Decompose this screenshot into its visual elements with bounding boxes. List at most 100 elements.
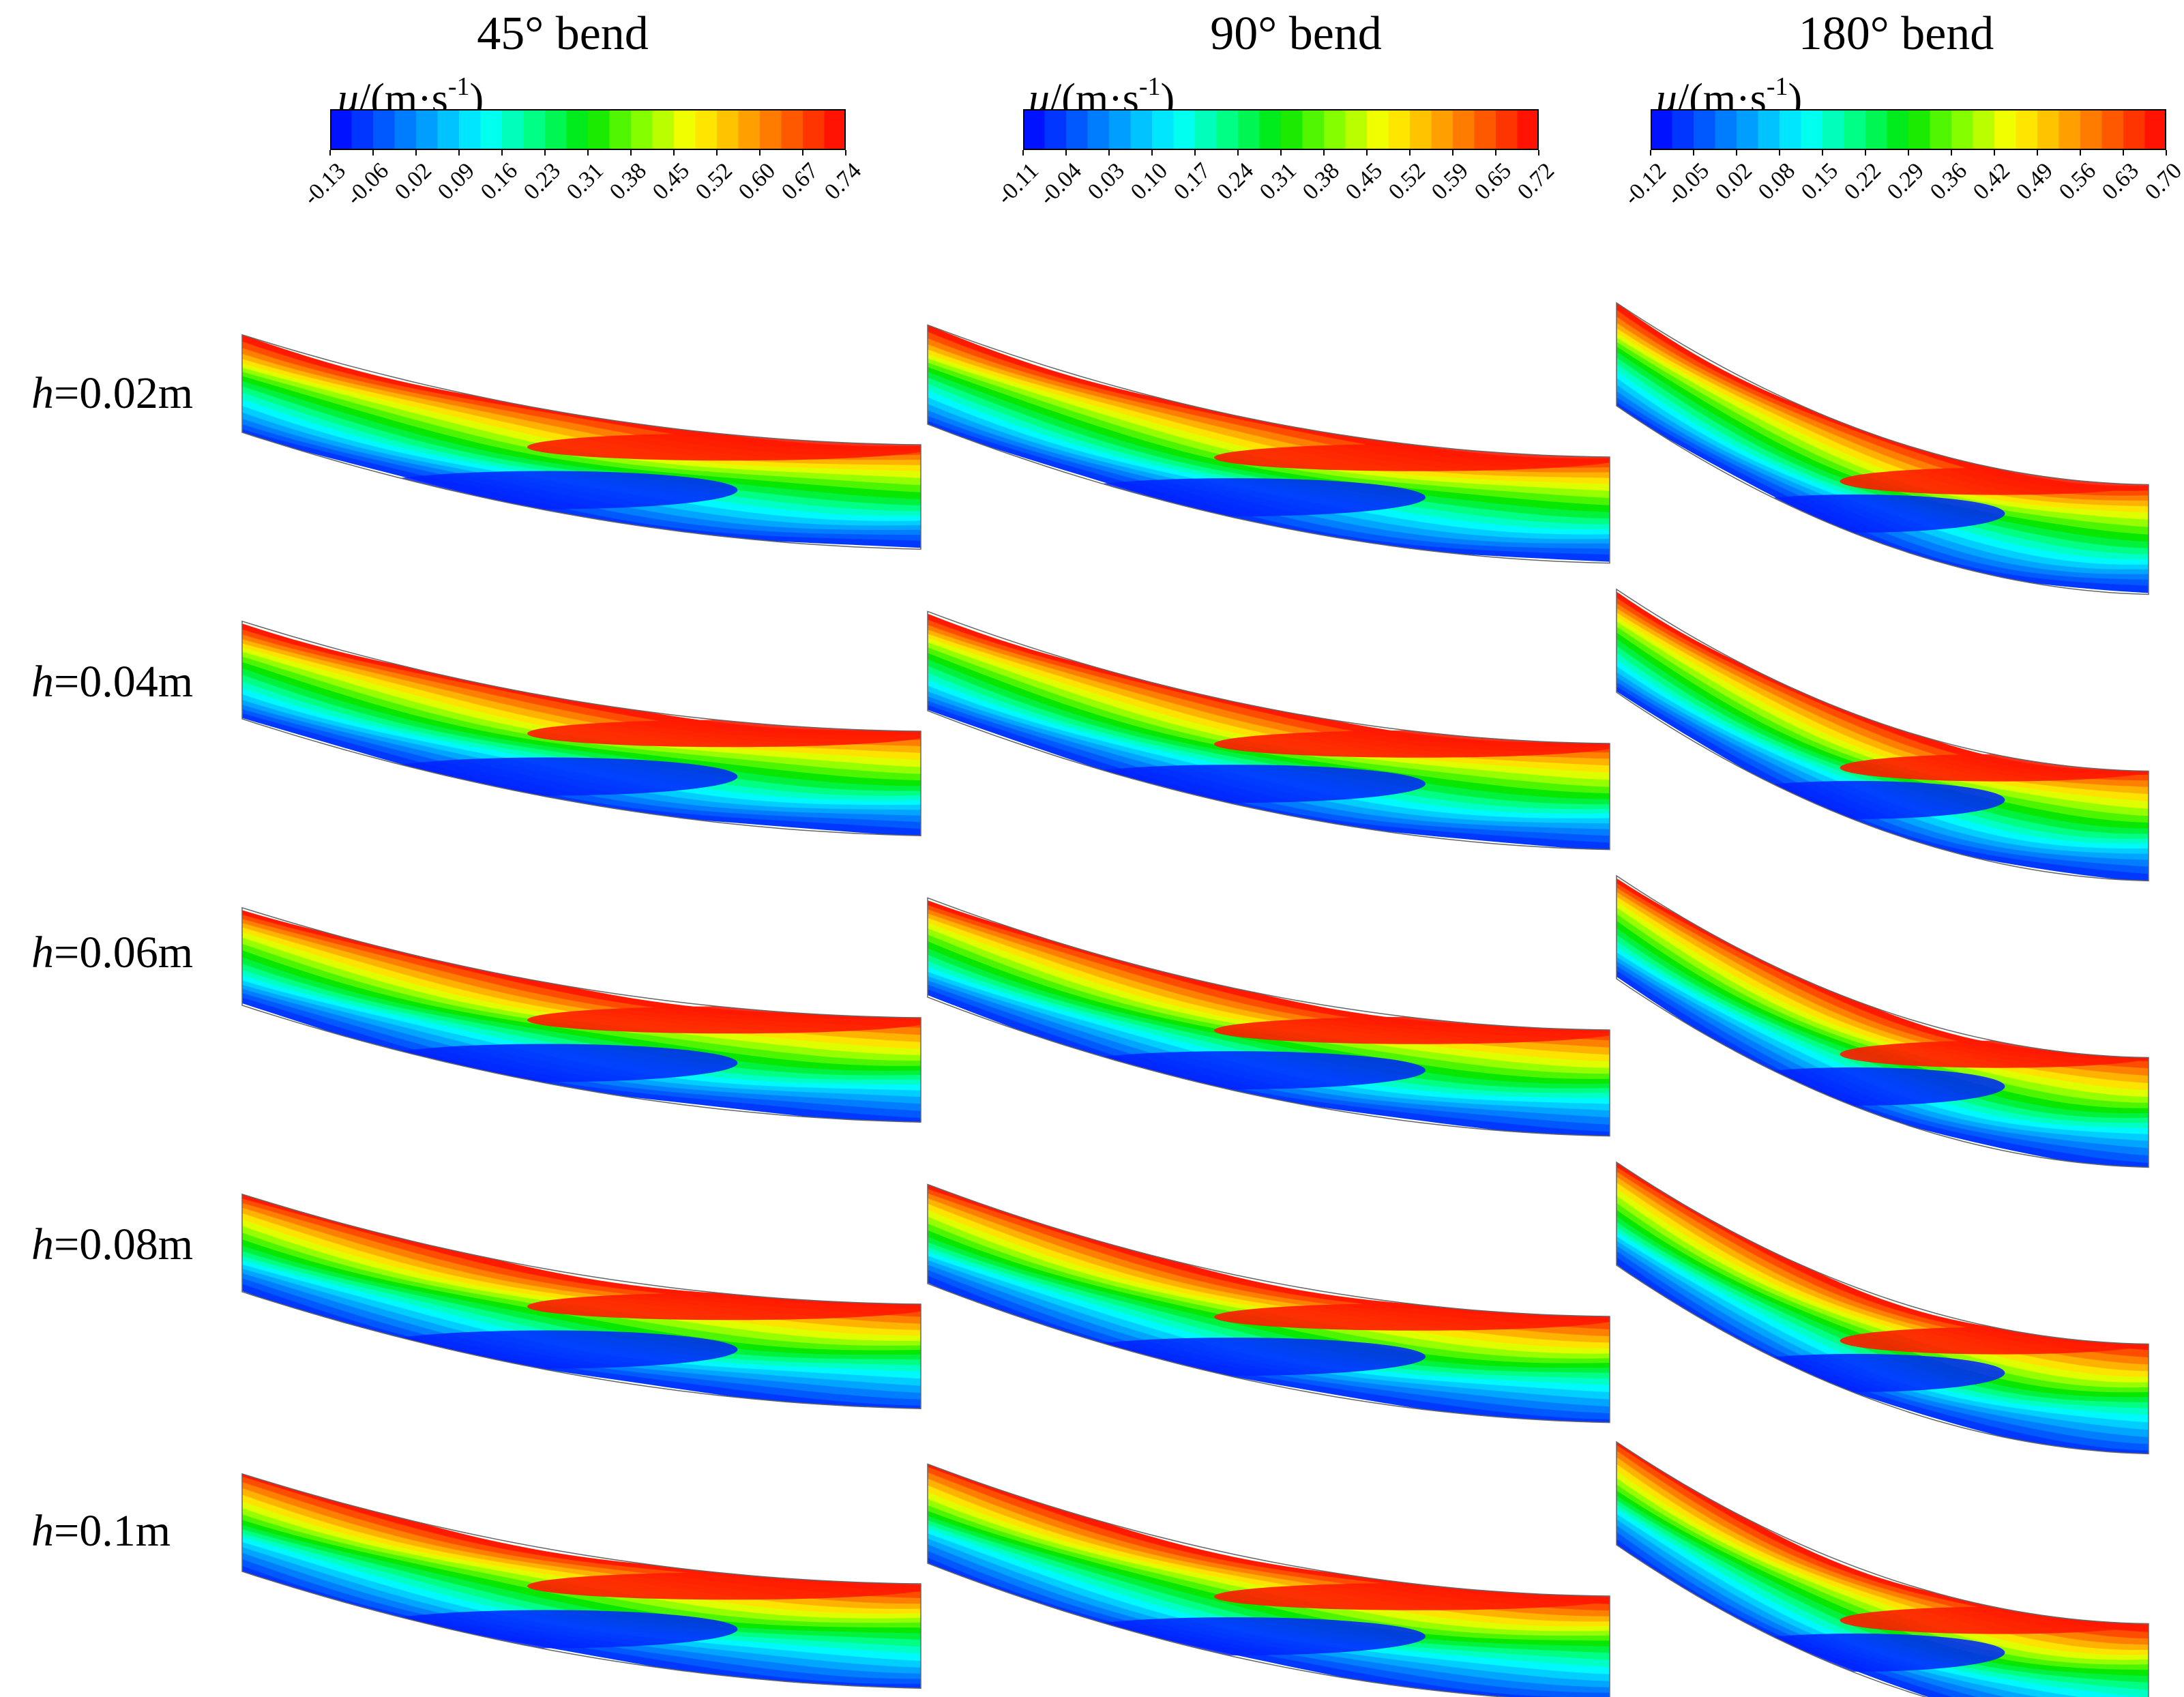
- low-velocity-core: [1044, 765, 1426, 803]
- contour-panel: [1617, 303, 2149, 593]
- contour-panel-outline: [1616, 1441, 2149, 1697]
- unit-exponent: -1: [447, 72, 470, 101]
- low-velocity-core: [1707, 494, 2005, 533]
- colorbar-swatch: [1130, 109, 1153, 150]
- column-title-45-bend: 45° bend: [477, 8, 649, 60]
- high-velocity-zone: [1840, 1606, 2149, 1634]
- row-value: =0.1m: [54, 1506, 171, 1556]
- high-velocity-zone: [1214, 443, 1610, 471]
- high-velocity-zone: [527, 720, 921, 748]
- contour-panel: [242, 1194, 921, 1409]
- contour-panel-outline: [1616, 1161, 2149, 1455]
- colorbar-swatch: [1930, 109, 1952, 150]
- row-label-h-0.08: h=0.08m: [31, 1221, 193, 1269]
- high-velocity-zone: [527, 1293, 921, 1320]
- contour-panel-outline: [1616, 874, 2149, 1168]
- high-velocity-zone: [1214, 730, 1610, 758]
- low-velocity-core: [1707, 1067, 2005, 1106]
- unit-exponent: -1: [1766, 72, 1788, 101]
- column-title-90-bend: 90° bend: [1210, 8, 1382, 60]
- colorbar-swatch: [1109, 109, 1132, 150]
- colorbar-tick-labels: -0.13-0.060.020.090.160.230.310.380.450.…: [299, 150, 2184, 210]
- colorbar-swatch: [523, 109, 546, 150]
- colorbar-swatch: [1281, 109, 1303, 150]
- contour-panel: [928, 613, 1610, 850]
- row-value: =0.08m: [54, 1220, 194, 1269]
- contour-panel-outline: [1616, 588, 2149, 882]
- row-label-h-0.04: h=0.04m: [31, 658, 193, 706]
- contour-panel-outline: [1616, 301, 2149, 595]
- contour-panel-outline: [927, 897, 1610, 1137]
- contour-panel-outline: [927, 324, 1610, 564]
- colorbar-swatch: [1216, 109, 1239, 150]
- colorbar-swatch: [545, 109, 567, 150]
- colorbar-swatch: [1474, 109, 1496, 150]
- colorbar-swatch: [1651, 109, 1673, 150]
- colorbar-swatch: [566, 109, 589, 150]
- colorbar-swatch: [416, 109, 439, 150]
- contour-panel-outline: [927, 1463, 1610, 1697]
- colorbar-swatch: [1324, 109, 1346, 150]
- colorbar-swatch: [437, 109, 460, 150]
- low-velocity-core: [1044, 1617, 1426, 1656]
- colorbar-swatch: [1908, 109, 1931, 150]
- colorbar-swatch: [1496, 109, 1518, 150]
- low-velocity-core: [1707, 780, 2005, 819]
- colorbar-swatch: [1758, 109, 1780, 150]
- contour-panel-outline: [927, 1183, 1610, 1423]
- colorbar-swatch: [824, 109, 846, 150]
- colorbar-swatch: [1517, 109, 1539, 150]
- colorbar-swatch: [1388, 109, 1411, 150]
- low-velocity-core: [357, 1044, 738, 1082]
- row-symbol: h: [31, 928, 54, 977]
- high-velocity-zone: [1840, 754, 2149, 782]
- colorbar-swatch: [1672, 109, 1694, 150]
- row-symbol: h: [31, 368, 54, 418]
- low-velocity-core: [357, 757, 738, 796]
- colorbar-swatch: [330, 109, 353, 150]
- contour-panel-outline: [927, 610, 1610, 851]
- contour-panel: [1617, 1442, 2149, 1697]
- colorbar-swatch: [1844, 109, 1866, 150]
- colorbar-swatch: [1173, 109, 1196, 150]
- colorbar-swatch: [2080, 109, 2103, 150]
- contour-panel-outline: [241, 1473, 921, 1689]
- colorbar-swatch: [1367, 109, 1389, 150]
- colorbar-frame: [1651, 109, 2166, 150]
- colorbar-180: [1651, 109, 2166, 150]
- low-velocity-core: [1044, 1051, 1426, 1090]
- colorbar-swatch: [738, 109, 761, 150]
- contour-panel-outline: [241, 906, 921, 1123]
- colorbar-45: [330, 109, 846, 150]
- row-value: =0.04m: [54, 657, 194, 707]
- contour-panel: [242, 623, 921, 836]
- colorbar-swatch: [1973, 109, 1995, 150]
- colorbar-swatch: [760, 109, 782, 150]
- contour-panel: [1617, 1162, 2149, 1454]
- low-velocity-core: [1707, 1353, 2005, 1392]
- colorbar-swatch: [717, 109, 739, 150]
- colorbar-swatch: [2101, 109, 2124, 150]
- high-velocity-zone: [1840, 1040, 2149, 1068]
- colorbar-swatch: [781, 109, 803, 150]
- colorbar-swatch: [480, 109, 503, 150]
- colorbar-swatch: [394, 109, 417, 150]
- colorbar-frame: [1023, 109, 1539, 150]
- colorbar-swatch: [1345, 109, 1368, 150]
- colorbar-swatch: [459, 109, 482, 150]
- colorbar-swatch: [1259, 109, 1282, 150]
- contour-panel: [242, 334, 921, 548]
- colorbar-90: [1023, 109, 1539, 150]
- colorbar-swatch: [1087, 109, 1110, 150]
- high-velocity-zone: [1214, 1303, 1610, 1331]
- colorbar-swatch: [1887, 109, 1909, 150]
- colorbar-swatch: [2123, 109, 2146, 150]
- colorbar-swatch: [351, 109, 374, 150]
- colorbar-swatch: [803, 109, 825, 150]
- contour-panel: [1617, 878, 2149, 1168]
- colorbar-frame: [330, 109, 846, 150]
- colorbar-swatch: [1195, 109, 1218, 150]
- row-value: =0.02m: [54, 368, 194, 418]
